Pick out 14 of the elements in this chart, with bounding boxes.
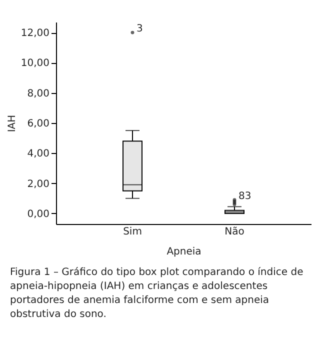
y-axis-title: IAH: [6, 114, 18, 132]
x-tick-label: Não: [224, 226, 244, 238]
x-axis-title: Apneia: [166, 246, 202, 258]
x-tick-label: Sim: [123, 226, 142, 238]
annotation: 83: [238, 190, 252, 202]
text: Figura 1 – Gráfico do tipo box plot comparando o índice de apneia-hipopneia (IAH) em crianças e adolescentes portadores de anemia falciforme com e sem apneia obstrutiva do sono.: [10, 266, 304, 322]
y-tick-label: 6,00: [27, 118, 50, 130]
y-tick-label: 0,00: [27, 208, 50, 220]
y-tick-label: 4,00: [27, 148, 50, 160]
annotation: 3: [136, 24, 143, 35]
y-tick-label: 10,00: [20, 58, 50, 70]
y-tick-label: 2,00: [27, 178, 50, 190]
y-tick-label: 8,00: [27, 88, 50, 100]
y-tick-label: 12,00: [20, 28, 50, 40]
